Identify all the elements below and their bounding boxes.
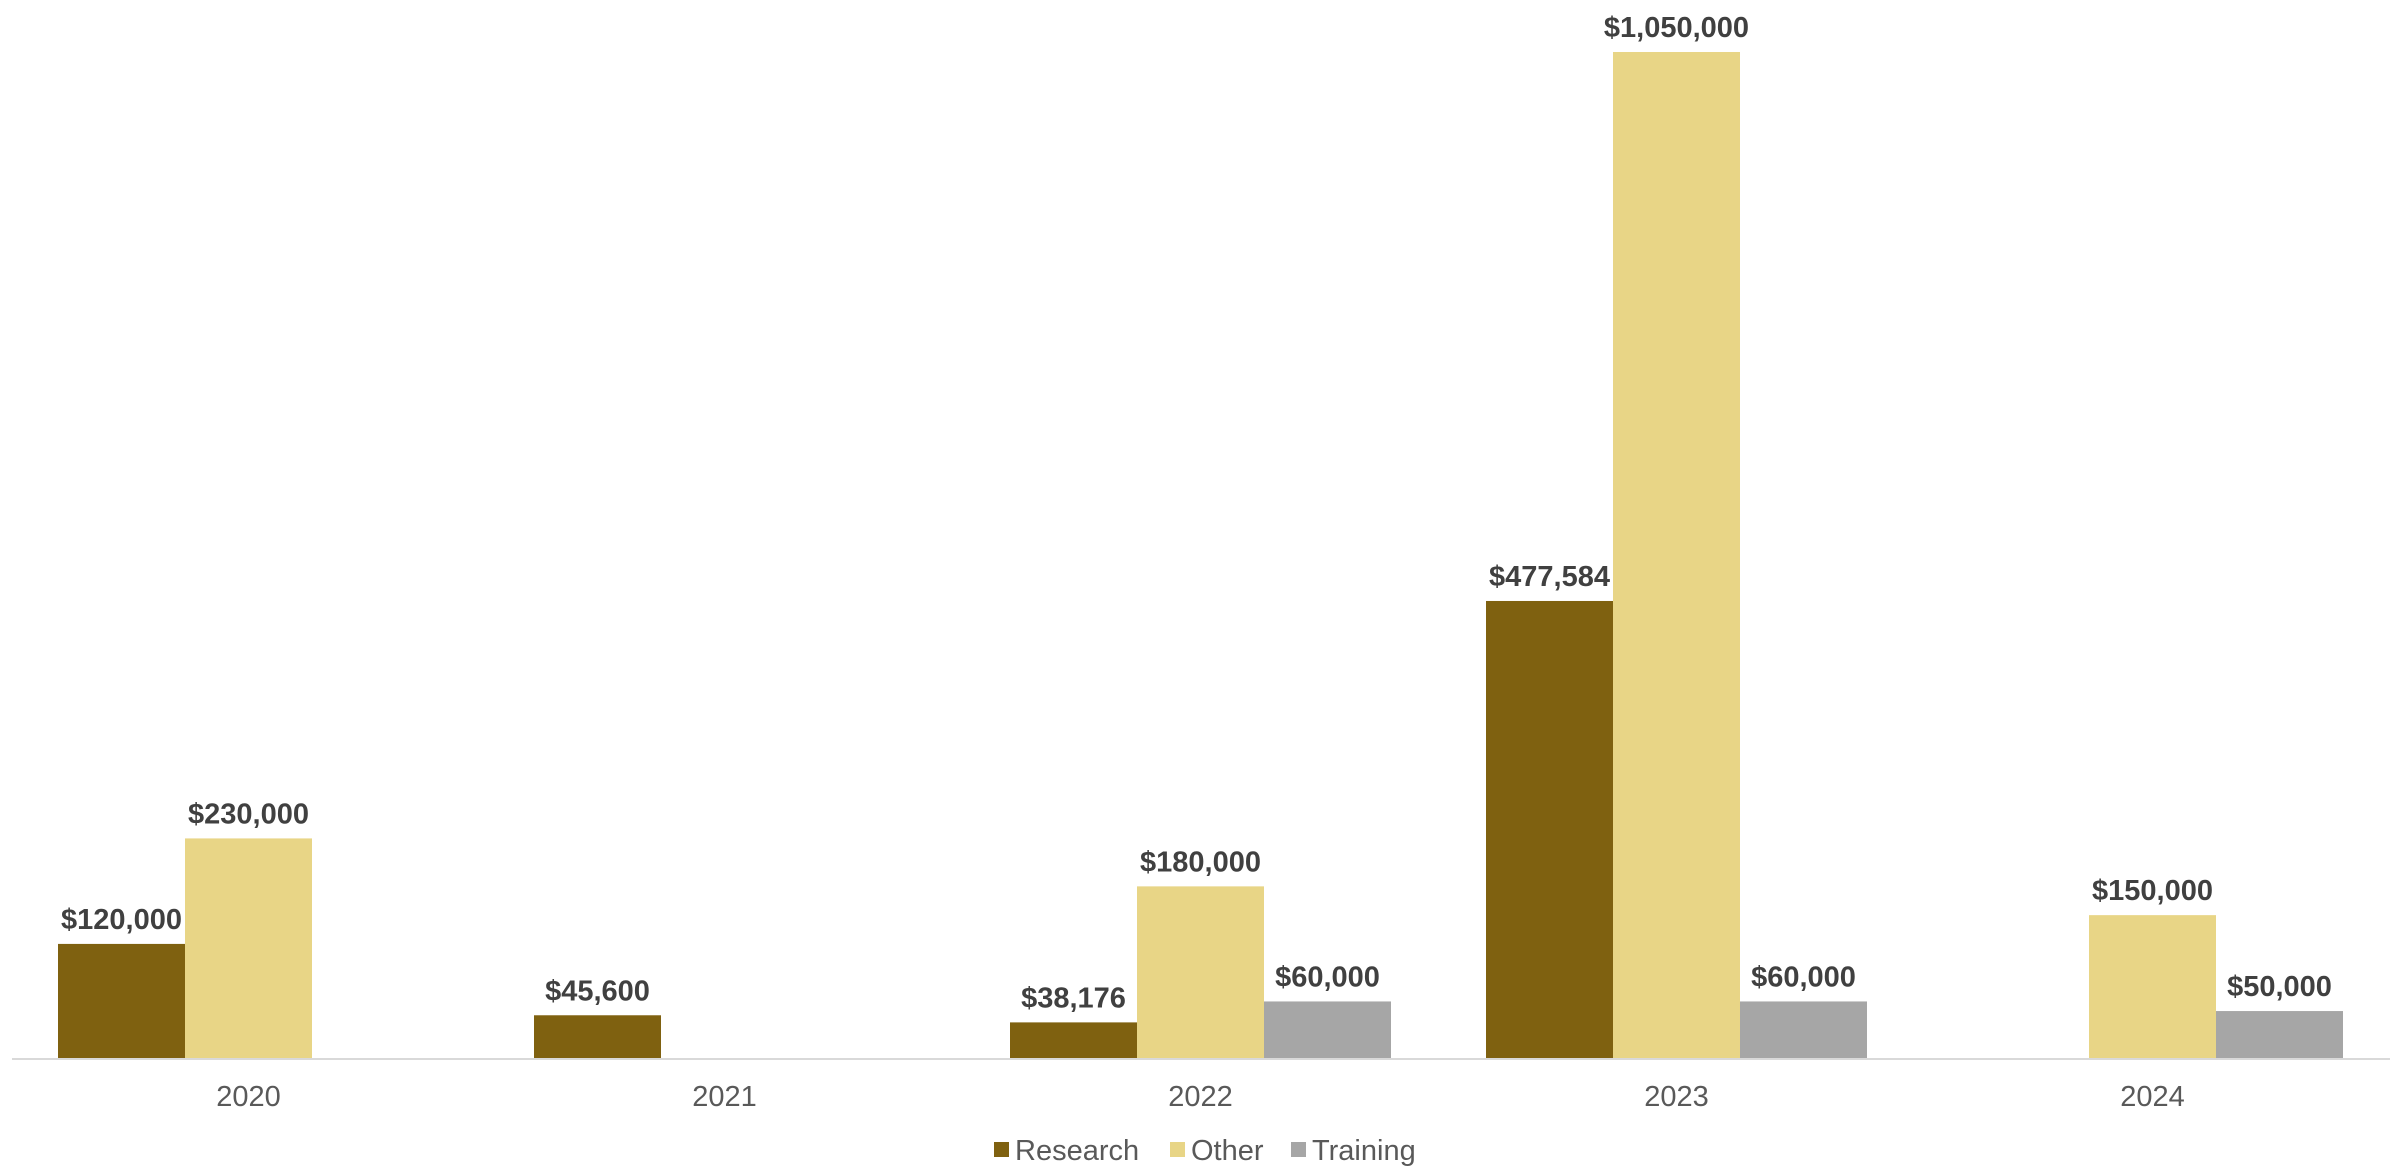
legend-label-training: Training (1312, 1135, 1416, 1167)
data-labels-layer: $120,000 $230,000 $45,600 $38,176 $180,000 $6… (61, 12, 2332, 1014)
data-label-other-2022: $180,000 (1140, 846, 1261, 878)
bar-training-2024 (2216, 1011, 2343, 1059)
x-tick-label-2024: 2024 (2120, 1081, 2185, 1113)
x-tick-label-2021: 2021 (692, 1081, 757, 1113)
legend-swatch-other (1170, 1142, 1185, 1157)
x-tick-label-2020: 2020 (216, 1081, 281, 1113)
bar-research-2020 (58, 943, 185, 1059)
data-label-training-2024: $50,000 (2227, 971, 2332, 1003)
x-tick-label-2022: 2022 (1168, 1081, 1233, 1113)
data-label-research-2020: $120,000 (61, 904, 182, 936)
bar-other-2020 (185, 838, 312, 1059)
bars-layer (58, 52, 2343, 1059)
legend-swatch-research (994, 1142, 1009, 1157)
bar-training-2023 (1740, 1001, 1867, 1059)
bar-training-2022 (1264, 1001, 1391, 1059)
legend-label-other: Other (1191, 1135, 1264, 1167)
bar-research-2023 (1486, 600, 1613, 1059)
data-label-research-2023: $477,584 (1489, 561, 1610, 593)
bar-research-2022 (1010, 1022, 1137, 1059)
x-tick-labels: 2020 2021 2022 2023 2024 (216, 1081, 2185, 1113)
data-label-research-2021: $45,600 (545, 975, 650, 1007)
x-tick-label-2023: 2023 (1644, 1081, 1709, 1113)
legend-swatch-training (1291, 1142, 1306, 1157)
data-label-research-2022: $38,176 (1021, 982, 1126, 1014)
data-label-other-2023: $1,050,000 (1604, 12, 1749, 44)
data-label-training-2022: $60,000 (1275, 961, 1380, 993)
data-label-training-2023: $60,000 (1751, 961, 1856, 993)
bar-other-2022 (1137, 886, 1264, 1059)
bar-other-2023 (1613, 52, 1740, 1059)
bar-other-2024 (2089, 915, 2216, 1059)
legend: Research Other Training (994, 1135, 1416, 1167)
data-label-other-2024: $150,000 (2092, 875, 2213, 907)
data-label-other-2020: $230,000 (188, 798, 309, 830)
legend-label-research: Research (1015, 1135, 1139, 1167)
bar-research-2021 (534, 1015, 661, 1059)
